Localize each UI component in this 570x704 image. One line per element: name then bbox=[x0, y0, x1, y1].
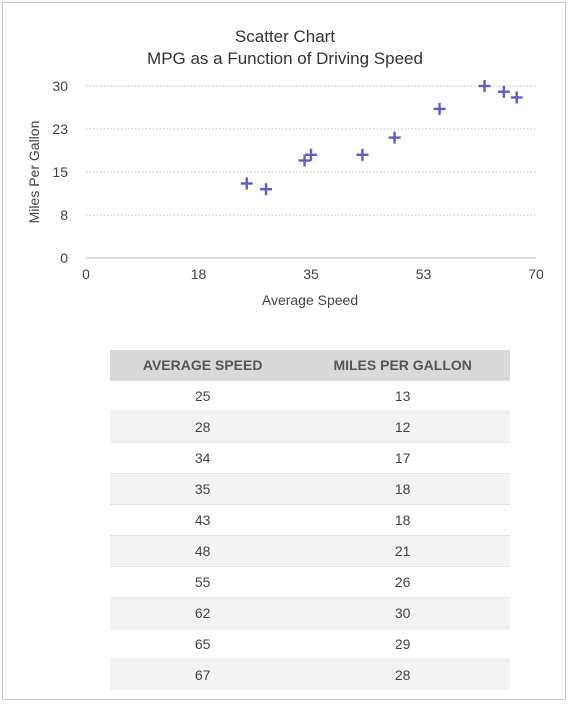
x-tick-labels: 0 18 35 53 70 bbox=[82, 266, 544, 282]
cell-miles-per-gallon: 29 bbox=[295, 628, 510, 660]
cell-miles-per-gallon: 17 bbox=[295, 442, 510, 474]
data-point bbox=[433, 102, 446, 115]
cell-miles-per-gallon: 13 bbox=[295, 380, 510, 412]
y-tick-label: 8 bbox=[60, 207, 68, 223]
data-point bbox=[240, 177, 253, 190]
data-points bbox=[240, 80, 523, 196]
cell-average-speed: 34 bbox=[110, 442, 296, 474]
cell-miles-per-gallon: 21 bbox=[295, 535, 510, 567]
table-row: 34 17 bbox=[110, 442, 510, 474]
table-row: 25 13 bbox=[110, 380, 510, 412]
table-row: 55 26 bbox=[110, 566, 510, 598]
cell-average-speed: 43 bbox=[110, 504, 296, 536]
data-point bbox=[388, 131, 401, 144]
cell-miles-per-gallon: 12 bbox=[295, 411, 510, 443]
y-tick-label: 30 bbox=[52, 78, 68, 94]
cell-miles-per-gallon: 28 bbox=[295, 659, 510, 690]
table-row: 67 28 bbox=[110, 659, 510, 690]
cell-average-speed: 55 bbox=[110, 566, 296, 598]
table-row: 35 18 bbox=[110, 473, 510, 505]
column-header-average-speed: AVERAGE SPEED bbox=[110, 350, 296, 381]
chart-title: Scatter Chart bbox=[234, 27, 336, 46]
cell-average-speed: 48 bbox=[110, 535, 296, 567]
x-tick-label: 35 bbox=[303, 266, 319, 282]
column-header-miles-per-gallon: MILES PER GALLON bbox=[295, 350, 510, 381]
data-point bbox=[305, 148, 317, 161]
cell-average-speed: 65 bbox=[110, 628, 296, 660]
table-row: 65 29 bbox=[110, 628, 510, 660]
cell-average-speed: 25 bbox=[110, 380, 296, 412]
y-axis-label: Miles Per Gallon bbox=[26, 121, 42, 224]
data-point bbox=[510, 91, 523, 104]
cell-miles-per-gallon: 18 bbox=[295, 473, 510, 505]
cell-miles-per-gallon: 30 bbox=[295, 597, 510, 629]
table-row: 62 30 bbox=[110, 597, 510, 629]
data-point bbox=[497, 85, 510, 98]
cell-average-speed: 67 bbox=[110, 659, 296, 690]
y-tick-label: 0 bbox=[60, 250, 68, 266]
y-tick-label: 23 bbox=[52, 121, 68, 137]
data-point bbox=[298, 154, 311, 167]
data-point bbox=[356, 148, 369, 161]
chart-subtitle: MPG as a Function of Driving Speed bbox=[147, 49, 423, 68]
x-axis-label: Average Speed bbox=[262, 292, 358, 308]
data-point bbox=[478, 80, 491, 92]
x-tick-label: 53 bbox=[416, 266, 432, 282]
data-table: AVERAGE SPEED MILES PER GALLON 25 13 28 12… bbox=[110, 350, 510, 690]
x-tick-label: 18 bbox=[191, 266, 207, 282]
cell-average-speed: 35 bbox=[110, 473, 296, 505]
scatter-chart: 0 8 15 23 30 0 18 35 53 70 Average Speed Miles P… bbox=[26, 78, 544, 308]
y-tick-labels: 0 8 15 23 30 bbox=[52, 78, 68, 266]
cell-miles-per-gallon: 18 bbox=[295, 504, 510, 536]
x-tick-label: 70 bbox=[528, 266, 544, 282]
data-point bbox=[260, 183, 272, 196]
grid-lines bbox=[86, 85, 536, 259]
cell-average-speed: 28 bbox=[110, 411, 296, 443]
table-header-row: AVERAGE SPEED MILES PER GALLON bbox=[110, 350, 510, 381]
x-tick-label: 0 bbox=[82, 266, 90, 282]
table-row: 28 12 bbox=[110, 411, 510, 443]
y-tick-label: 15 bbox=[52, 164, 68, 180]
cell-miles-per-gallon: 26 bbox=[295, 566, 510, 598]
table-row: 43 18 bbox=[110, 504, 510, 536]
cell-average-speed: 62 bbox=[110, 597, 296, 629]
table-row: 48 21 bbox=[110, 535, 510, 567]
